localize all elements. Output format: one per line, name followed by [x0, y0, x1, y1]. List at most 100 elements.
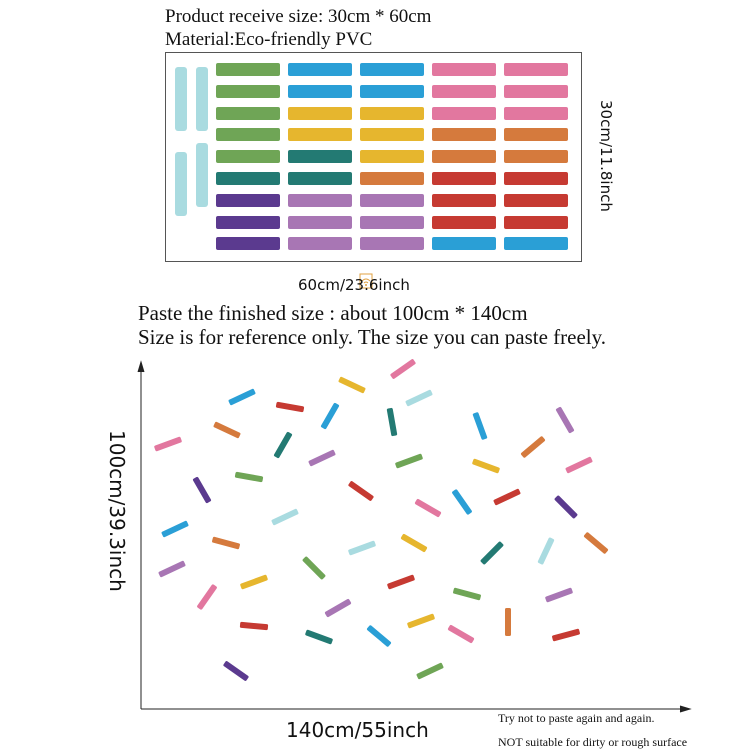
sheet-strip — [360, 215, 424, 229]
confetti-strip — [552, 628, 580, 642]
product-material: Material:Eco-friendly PVC — [165, 29, 373, 50]
confetti-strip — [583, 532, 609, 554]
confetti-strip — [555, 406, 575, 434]
sheet-strip — [504, 215, 568, 229]
confetti-strip — [192, 476, 212, 504]
confetti-strip — [480, 541, 504, 565]
x-axis-arrow-icon — [679, 705, 692, 713]
confetti-strip — [275, 401, 305, 413]
paste-finished-size: Paste the finished size : about 100cm * … — [138, 301, 528, 325]
confetti-strip — [472, 412, 488, 440]
confetti-strip — [305, 629, 333, 645]
note-no-repaste: Try not to paste again and again. — [498, 711, 655, 725]
sheet-strip — [216, 63, 280, 76]
confetti-strip — [161, 520, 189, 538]
confetti-strip — [154, 436, 182, 452]
sheet-strip — [216, 193, 280, 207]
sheet-strip — [360, 84, 424, 98]
confetti-strip — [554, 495, 578, 519]
confetti-strip — [348, 481, 374, 501]
y-axis-arrow-icon — [137, 360, 145, 373]
sheet-strip — [360, 172, 424, 185]
sheet-strip — [432, 215, 496, 229]
sheet-strip — [504, 193, 568, 207]
confetti-strip — [472, 458, 500, 474]
confetti-strip — [308, 449, 336, 467]
sheet-strip — [288, 215, 352, 229]
product-sheet — [165, 52, 582, 289]
sheet-strip — [216, 106, 280, 120]
paste-width-label: 140cm/55inch — [286, 718, 429, 742]
note-surface: NOT suitable for dirty or rough surface — [498, 735, 688, 749]
confetti-strip — [213, 421, 241, 439]
paste-reference-note: Size is for reference only. The size you… — [138, 325, 607, 349]
sheet-strip — [360, 128, 424, 142]
confetti-strip — [545, 587, 573, 603]
sheet-strip — [504, 237, 568, 251]
confetti-strip — [405, 389, 433, 407]
sheet-strip — [432, 128, 496, 142]
sheet-strip — [360, 106, 424, 120]
confetti-strip — [407, 613, 435, 629]
confetti-strip — [158, 560, 186, 578]
sheet-strip — [288, 237, 352, 251]
confetti-strip — [387, 574, 415, 590]
sheet-strip — [288, 193, 352, 207]
sheet-strip — [360, 150, 424, 164]
sheet-strip — [360, 237, 424, 251]
confetti-strip — [453, 587, 481, 601]
confetti-strip — [493, 488, 521, 506]
sheet-strip — [216, 172, 280, 185]
sheet-strip — [432, 172, 496, 185]
sheet-strip — [504, 106, 568, 120]
sheet-vertical-strip — [196, 67, 208, 131]
sheet-strip — [504, 172, 568, 185]
confetti-strip — [273, 431, 293, 459]
sheet-vertical-strip — [196, 143, 208, 207]
confetti-strip — [234, 471, 264, 483]
confetti-strip — [324, 598, 352, 618]
confetti-strip — [390, 359, 416, 379]
sheet-strip — [288, 106, 352, 120]
sheet-strip — [432, 84, 496, 98]
confetti-strip — [520, 436, 546, 458]
sheet-strip — [288, 63, 352, 76]
sheet-strip — [216, 84, 280, 98]
sheet-vertical-strip — [175, 152, 187, 216]
sheet-strip — [504, 63, 568, 76]
confetti-strip — [348, 540, 376, 556]
sheet-strip — [288, 84, 352, 98]
confetti-strips — [154, 359, 609, 681]
confetti-strip — [447, 624, 475, 644]
paste-height-label: 100cm/39.3inch — [105, 430, 129, 592]
confetti-strip — [505, 608, 511, 636]
confetti-strip — [414, 498, 442, 518]
sheet-strip — [216, 128, 280, 142]
confetti-strip — [223, 661, 249, 681]
confetti-strip — [366, 625, 392, 647]
confetti-strip — [395, 453, 423, 469]
sheet-strip — [432, 193, 496, 207]
sheet-strip — [216, 150, 280, 164]
sheet-height-label: 30cm/11.8inch — [597, 100, 615, 212]
sheet-strip — [288, 172, 352, 185]
confetti-strip — [239, 621, 269, 631]
product-receive-size: Product receive size: 30cm * 60cm — [165, 6, 432, 27]
sheet-strip — [504, 150, 568, 164]
sheet-strip — [288, 150, 352, 164]
confetti-strip — [212, 536, 240, 550]
confetti-strip — [302, 556, 326, 580]
confetti-strip — [416, 662, 444, 680]
confetti-strip — [565, 456, 593, 474]
wifi-logo-icon — [359, 273, 373, 289]
sheet-strip — [360, 193, 424, 207]
sheet-strip — [504, 128, 568, 142]
sheet-strip — [432, 150, 496, 164]
confetti-strip — [452, 489, 472, 515]
confetti-strip — [271, 508, 299, 526]
confetti-strip — [537, 537, 555, 565]
sheet-strip — [288, 128, 352, 142]
confetti-strip — [400, 533, 428, 553]
confetti-strip — [228, 388, 256, 406]
